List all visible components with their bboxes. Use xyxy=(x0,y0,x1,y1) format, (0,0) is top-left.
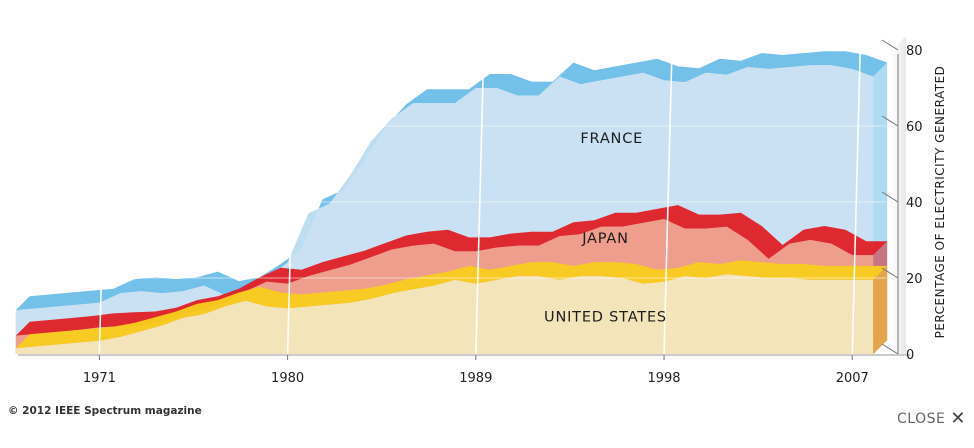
x-axis-ticks: 1971 1980 1989 1998 2007 xyxy=(83,355,869,386)
y-axis-title: PERCENTAGE OF ELECTRICITY GENERATED xyxy=(933,66,947,339)
v-gridline xyxy=(286,47,297,355)
y-axis: 0 20 40 60 80 PERCENTAGE OF ELECTRICITY GENER… xyxy=(881,39,947,363)
y-tick-label: 60 xyxy=(906,120,923,135)
series-label-japan: JAPAN xyxy=(581,231,629,247)
y-tick-mark xyxy=(881,191,899,203)
x-tick-label: 2007 xyxy=(836,371,869,386)
y-tick-label: 20 xyxy=(906,272,923,287)
y-tick-mark xyxy=(881,39,899,51)
grid-lines xyxy=(18,47,910,356)
close-label: CLOSE xyxy=(897,411,946,427)
series-france-top xyxy=(15,51,888,311)
series-japan-top xyxy=(15,205,888,336)
chart-backdrop xyxy=(892,36,906,354)
y-tick-label: 80 xyxy=(906,44,923,59)
v-gridline xyxy=(663,47,673,355)
series-labels: FRANCE JAPAN UNITED STATES xyxy=(544,131,667,325)
x-tick-label: 1998 xyxy=(647,371,680,386)
copyright-notice: © 2012 IEEE Spectrum magazine xyxy=(8,405,202,417)
x-tick-label: 1980 xyxy=(271,371,304,386)
series-us-cap xyxy=(873,265,888,354)
x-tick-label: 1971 xyxy=(83,371,116,386)
series-label-france: FRANCE xyxy=(580,131,643,147)
close-button[interactable]: CLOSE ✕ xyxy=(897,410,965,428)
x-tick-label: 1989 xyxy=(459,371,492,386)
v-gridline xyxy=(98,47,109,355)
v-gridline xyxy=(475,47,485,355)
v-gridline xyxy=(851,47,862,355)
series-areas xyxy=(15,51,888,354)
y-tick-label: 40 xyxy=(906,196,923,211)
series-label-us: UNITED STATES xyxy=(544,309,667,325)
y-tick-mark xyxy=(881,267,899,279)
side-wall xyxy=(892,36,906,354)
y-tick-mark xyxy=(881,343,899,355)
y-tick-label: 0 xyxy=(906,348,914,363)
series-us-area xyxy=(15,274,874,354)
y-tick-mark xyxy=(881,115,899,127)
close-icon: ✕ xyxy=(950,408,966,429)
